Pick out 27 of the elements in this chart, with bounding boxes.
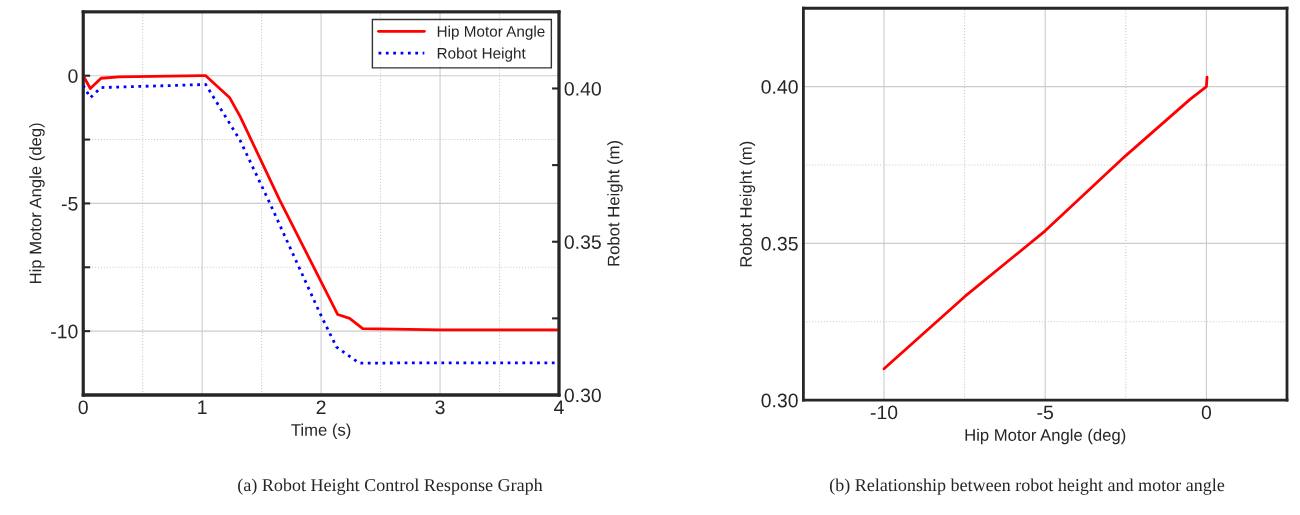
x-tick-label: 3: [435, 400, 445, 415]
x-axis-title: Time (s): [291, 423, 351, 440]
line-series: [882, 75, 1209, 371]
x-axis-title: Hip Motor Angle (deg): [965, 428, 1126, 445]
y-tick-label: 0.30: [761, 393, 798, 408]
x-tick-label: -10: [870, 405, 898, 420]
y-tick-label: 0.40: [761, 80, 798, 94]
y-axis-title: Robot Height (m): [739, 141, 756, 267]
text: (a) Robot Height Control Response Graph: [238, 478, 543, 495]
y2-tick-label: 0.35: [564, 235, 601, 249]
x-tick-label: -5: [1037, 405, 1054, 420]
y2-axis-title: Robot Height (m): [607, 141, 623, 266]
text: (b) Relationship between robot height and motor angle: [829, 478, 1225, 495]
x-tick-label: 1: [198, 400, 207, 414]
y-tick-label: -10: [51, 324, 78, 339]
legend-label: Robot Height: [437, 47, 526, 62]
x-tick-label: 0: [1201, 405, 1212, 420]
x-tick-label: 0: [78, 400, 88, 415]
y-tick-label: -5: [61, 197, 78, 211]
legend-label: Hip Motor Angle: [437, 25, 545, 40]
y-tick-label: 0.35: [761, 236, 798, 251]
y-tick-label: 0: [68, 69, 78, 83]
y2-tick-label: 0.30: [564, 388, 601, 403]
y-axis-title: Hip Motor Angle (deg): [29, 123, 45, 284]
x-tick-label: 2: [316, 400, 326, 414]
x-tick-label: 4: [554, 400, 564, 414]
y2-tick-label: 0.40: [564, 81, 601, 96]
